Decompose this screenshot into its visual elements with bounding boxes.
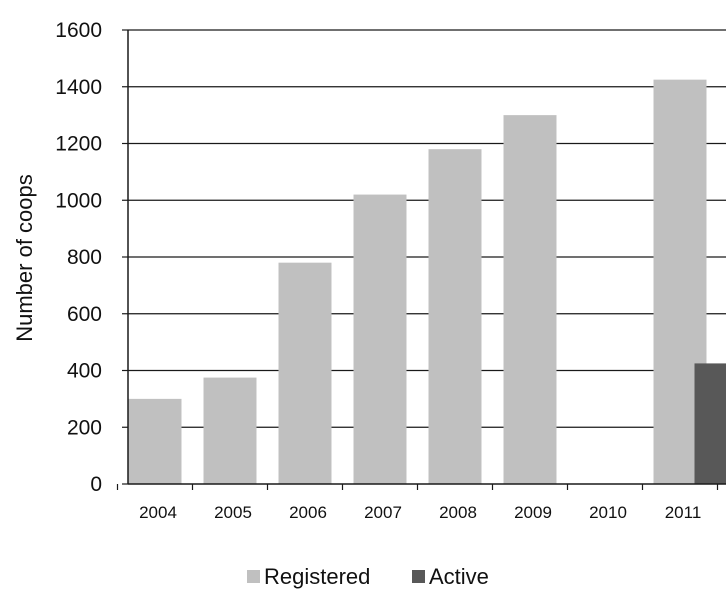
bar-registered-2008 bbox=[429, 149, 482, 484]
x-tick-label-2010: 2010 bbox=[589, 503, 627, 522]
legend-swatch-active bbox=[412, 570, 425, 583]
y-tick-label-1200: 1200 bbox=[55, 133, 102, 156]
legend-swatch-registered bbox=[247, 570, 260, 583]
y-tick-label-200: 200 bbox=[67, 416, 102, 439]
x-tick-label-2005: 2005 bbox=[214, 503, 252, 522]
x-tick-label-2004: 2004 bbox=[139, 503, 177, 522]
legend-label-active: Active bbox=[429, 564, 489, 589]
y-tick-label-1000: 1000 bbox=[55, 189, 102, 212]
y-tick-label-1600: 1600 bbox=[55, 19, 102, 42]
bar-registered-2009 bbox=[504, 115, 557, 484]
x-tick-label-2006: 2006 bbox=[289, 503, 327, 522]
x-tick-label-2009: 2009 bbox=[514, 503, 552, 522]
legend: Registered Active bbox=[247, 564, 489, 589]
y-tick-label-600: 600 bbox=[67, 303, 102, 326]
y-axis-title: Number of coops bbox=[12, 174, 37, 342]
bars bbox=[129, 80, 726, 484]
gridlines bbox=[128, 30, 726, 427]
x-tick-labels: 2004 2005 2006 2007 2008 2009 2010 2011 bbox=[118, 484, 718, 522]
bar-active-2011 bbox=[695, 363, 726, 484]
y-tick-label-800: 800 bbox=[67, 246, 102, 269]
y-tick-label-1400: 1400 bbox=[55, 76, 102, 99]
x-tick-label-2008: 2008 bbox=[439, 503, 477, 522]
y-tick-labels: 0 200 400 600 800 1000 1200 1400 1600 bbox=[55, 19, 128, 496]
y-tick-label-0: 0 bbox=[90, 473, 102, 496]
bar-registered-2005 bbox=[204, 378, 257, 484]
y-tick-label-400: 400 bbox=[67, 360, 102, 383]
bar-registered-2004 bbox=[129, 399, 182, 484]
legend-label-registered: Registered bbox=[264, 564, 370, 589]
x-tick-label-2011: 2011 bbox=[665, 503, 702, 522]
bar-registered-2007 bbox=[354, 195, 407, 484]
bar-registered-2006 bbox=[279, 263, 332, 484]
x-tick-label-2007: 2007 bbox=[364, 503, 402, 522]
